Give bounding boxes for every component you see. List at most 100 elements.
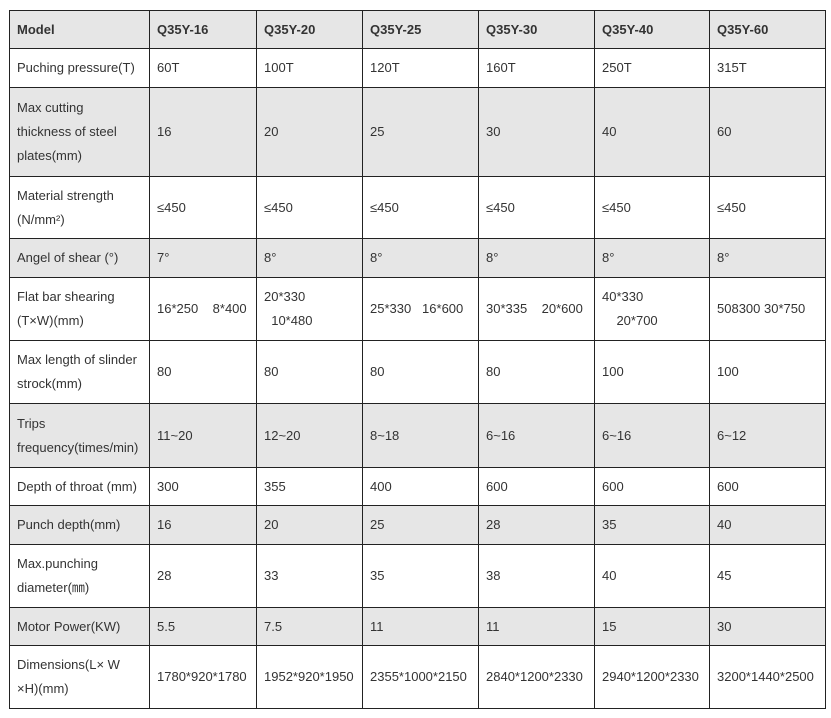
cell-text: 33 (264, 568, 279, 583)
cell-text: 11 (486, 618, 500, 634)
cell-text: 25 (370, 124, 385, 139)
table-cell: 300 (149, 467, 257, 506)
cell-text: ≤450 (264, 199, 293, 215)
table-cell: 120T (362, 48, 479, 88)
cell-text: 600 (486, 478, 508, 494)
table-cell: 508300 30*750 (709, 277, 826, 341)
header-model-name: Q35Y-20 (256, 10, 363, 49)
cell-text: 508300 30*750 (717, 301, 806, 316)
cell-text: ≤450 (602, 199, 631, 215)
table-cell: 60 (709, 87, 826, 177)
cell-text: 2355*1000*2150 (370, 669, 467, 684)
cell-text: 1780*920*1780 (157, 669, 247, 684)
header-model-name: Q35Y-16 (149, 10, 257, 49)
table-cell: 11~20 (149, 403, 257, 468)
cell-text: 15 (602, 618, 617, 634)
cell-text: 80 (486, 364, 501, 379)
cell-text: 45 (717, 568, 732, 583)
cell-text: 28 (486, 517, 501, 532)
table-row: Max length of slinder strock(mm) 80 80 80 80 1… (9, 340, 826, 404)
cell-text: ≤450 (370, 199, 399, 215)
header-row: Model Q35Y-16 Q35Y-20 Q35Y-25 Q35Y-30 Q35Y-40… (9, 10, 826, 49)
table-row: Max.punching diameter(㎜) 28 33 35 38 40 45 (9, 544, 826, 608)
cell-text: (N/mm²) (17, 211, 65, 227)
row-label: Max length of slinder strock(mm) (9, 340, 150, 404)
cell-text: Motor Power(KW) (17, 618, 121, 634)
table-cell: 35 (594, 505, 710, 545)
table-cell: 8° (709, 238, 826, 278)
table-cell: 30*335 20*600 (478, 277, 595, 341)
table-cell: 100 (594, 340, 710, 404)
table-cell: 11 (478, 607, 595, 646)
cell-text: 25 (370, 517, 385, 532)
row-label: Max cutting thickness of steel plates(mm) (9, 87, 150, 177)
table-cell: 16*250 8*400 (149, 277, 257, 341)
cell-text: Max length of slinder (17, 352, 137, 367)
table-cell: 60T (149, 48, 257, 88)
table-cell: 8° (594, 238, 710, 278)
cell-text: Flat bar shearing (17, 289, 115, 304)
table-cell: 20 (256, 87, 363, 177)
row-label: Depth of throat (mm) (9, 467, 150, 506)
table-cell: 20 (256, 505, 363, 545)
cell-text: 600 (717, 478, 739, 494)
row-label: Trips frequency(times/min) (9, 403, 150, 468)
spec-table: Model Q35Y-16 Q35Y-20 Q35Y-25 Q35Y-30 Q35Y-40… (9, 10, 826, 709)
cell-text: 300 (157, 478, 179, 494)
table-row: Trips frequency(times/min) 11~20 12~20 8~18 6… (9, 403, 826, 468)
cell-text: 11 (370, 618, 384, 634)
cell-text: plates(mm) (17, 148, 83, 163)
table-cell: 8° (478, 238, 595, 278)
cell-text: 40 (602, 568, 617, 583)
table-cell: ≤450 (594, 176, 710, 239)
table-row: Dimensions(L× W ×H)(mm) 1780*920*1780 1952*… (9, 645, 826, 709)
table-cell: 3200*1440*2500 (709, 645, 826, 709)
cell-text: 16 (157, 517, 172, 532)
table-cell: 100 (709, 340, 826, 404)
cell-text: 11~20 (157, 427, 193, 443)
table-cell: 600 (594, 467, 710, 506)
cell-text: 40 (602, 124, 617, 139)
table-cell: 7.5 (256, 607, 363, 646)
cell-text: 6~16 (486, 427, 516, 443)
table-cell: 7° (149, 238, 257, 278)
cell-text: 30 (486, 124, 501, 139)
cell-text: 20*700 (602, 313, 658, 328)
cell-text: 16*250 8*400 (157, 301, 247, 316)
cell-text: 7° (157, 250, 170, 265)
cell-text: 10*480 (264, 313, 313, 328)
table-cell: 355 (256, 467, 363, 506)
cell-text: 80 (157, 364, 172, 379)
cell-text: ×H)(mm) (17, 681, 69, 696)
table-cell: 8° (362, 238, 479, 278)
table-cell: 25*330 16*600 (362, 277, 479, 341)
table-cell: 2840*1200*2330 (478, 645, 595, 709)
table-cell: 16 (149, 87, 257, 177)
table-cell: 30 (709, 607, 826, 646)
table-cell: 2355*1000*2150 (362, 645, 479, 709)
cell-text: 315T (717, 60, 747, 75)
cell-text: 40 (717, 517, 732, 532)
cell-text: 60 (717, 124, 732, 139)
cell-text: Max cutting (17, 100, 84, 115)
cell-text: 8° (370, 250, 383, 265)
row-label: Dimensions(L× W ×H)(mm) (9, 645, 150, 709)
header-model-name: Q35Y-25 (362, 10, 479, 49)
table-cell: 25 (362, 87, 479, 177)
header-model-name: Q35Y-40 (594, 10, 710, 49)
cell-text: 35 (602, 517, 617, 532)
table-cell: 160T (478, 48, 595, 88)
cell-text: 20 (264, 517, 279, 532)
table-cell: 5.5 (149, 607, 257, 646)
cell-text: 20*330 (264, 289, 306, 304)
cell-text: Trips (17, 415, 46, 431)
cell-text: 400 (370, 478, 392, 494)
table-cell: 315T (709, 48, 826, 88)
cell-text: 38 (486, 568, 501, 583)
cell-text: 6~12 (717, 427, 747, 443)
cell-text: ≤450 (157, 199, 186, 215)
table-cell: 45 (709, 544, 826, 608)
cell-text: thickness of steel (17, 124, 117, 139)
table-cell: 2940*1200*2330 (594, 645, 710, 709)
table-row: Material strength (N/mm²) ≤450 ≤450 ≤450 ≤450… (9, 176, 826, 239)
